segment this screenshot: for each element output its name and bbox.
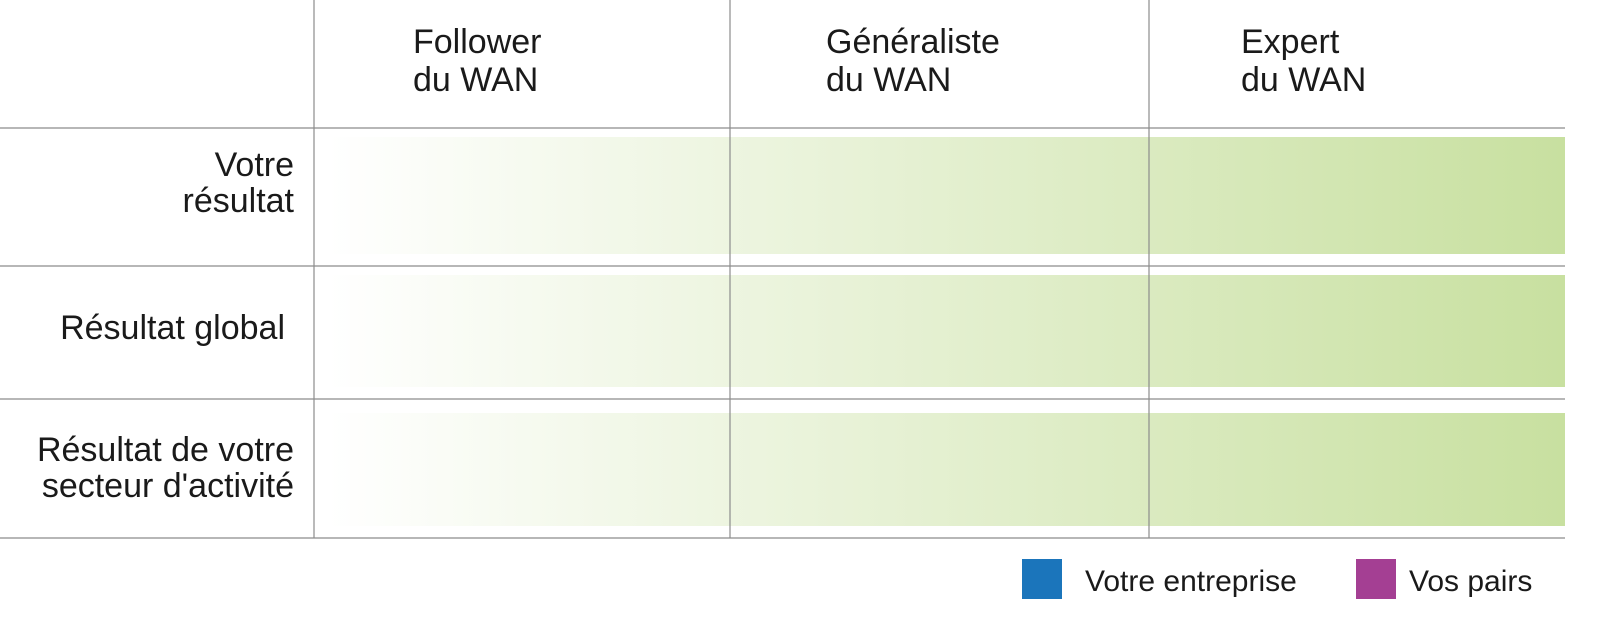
column-header-line: du WAN [413,61,538,99]
column-header-line: Généraliste [826,23,1000,61]
row-band-3 [328,413,1565,526]
legend-label-2: Vos pairs [1409,565,1532,598]
column-header-2: Généraliste du WAN [826,23,1000,99]
row-label-line: résultat [183,182,295,220]
row-label-3: Résultat de votre secteur d'activité [37,431,294,505]
row-label-2: Résultat global [60,309,285,347]
column-header-line: Expert [1241,23,1340,61]
row-label-1: Votre résultat [183,146,295,220]
grid-lines [0,0,1565,539]
legend-swatch-1 [1022,559,1062,599]
column-header-line: Follower [413,23,541,61]
row-label-line: Votre [215,146,294,184]
column-header-line: du WAN [826,61,951,99]
row-band-2 [328,275,1565,387]
column-header-line: du WAN [1241,61,1366,99]
row-labels: Votre résultat Résultat global Résultat de … [37,146,295,505]
row-label-line: Résultat de votre [37,431,294,469]
legend-swatch-2 [1356,559,1396,599]
gradient-bands [328,137,1565,526]
legend-label-1: Votre entreprise [1085,565,1297,598]
row-label-line: secteur d'activité [42,467,294,505]
column-header-3: Expert du WAN [1241,23,1366,99]
row-band-1 [328,137,1565,254]
legend: Votre entreprise Vos pairs [1022,559,1532,599]
row-label-line: Résultat global [60,309,285,347]
column-header-1: Follower du WAN [413,23,541,99]
